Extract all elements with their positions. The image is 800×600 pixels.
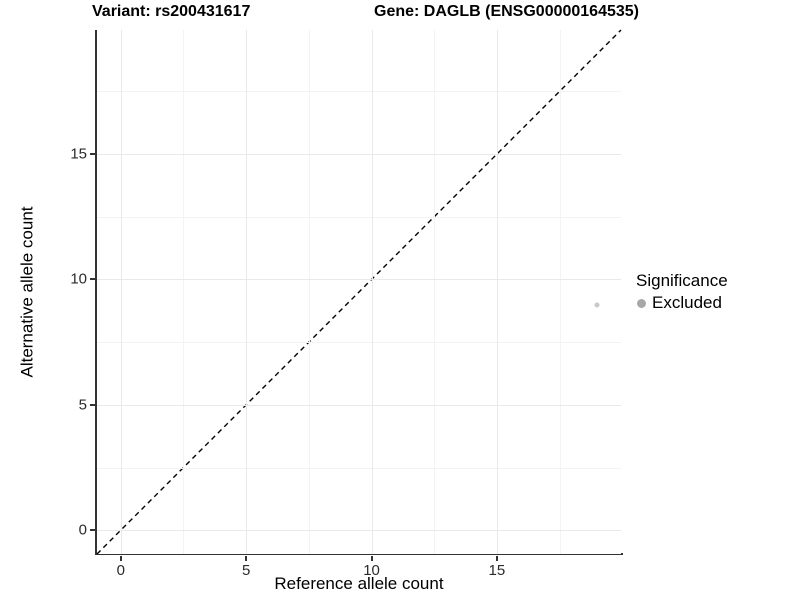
identity-line — [96, 29, 622, 555]
y-major-gridline — [97, 530, 621, 532]
x-minor-gridline — [434, 30, 436, 554]
y-axis-tick — [90, 278, 95, 281]
y-minor-gridline — [97, 467, 621, 469]
x-axis-tick — [119, 556, 122, 561]
x-minor-gridline — [183, 30, 185, 554]
excluded-point-icon — [637, 298, 646, 308]
y-major-gridline — [97, 404, 621, 406]
x-minor-gridline — [559, 30, 561, 554]
y-axis-tick — [90, 529, 95, 532]
legend: Significance Excluded — [636, 271, 728, 313]
x-tick-label: 0 — [116, 562, 125, 579]
y-tick-label: 10 — [70, 270, 87, 288]
gene-title: Gene: DAGLB (ENSG00000164535) — [374, 3, 639, 20]
y-minor-gridline — [97, 91, 621, 93]
y-minor-gridline — [97, 216, 621, 218]
x-tick-label: 15 — [488, 562, 506, 579]
x-tick-label: 5 — [242, 562, 251, 579]
x-major-gridline — [371, 30, 373, 554]
x-axis-title: Reference allele count — [274, 574, 444, 593]
legend-entry-excluded: Excluded — [636, 293, 728, 313]
y-axis-title-wrap: Alternative allele count — [6, 30, 50, 554]
x-axis-tick — [370, 556, 373, 561]
y-tick-label: 5 — [78, 396, 87, 414]
data-point — [594, 302, 600, 308]
y-minor-gridline — [97, 342, 621, 344]
y-axis-tick — [90, 403, 95, 406]
x-axis-tick — [245, 556, 248, 561]
y-axis-tick — [90, 153, 95, 156]
y-major-gridline — [97, 154, 621, 156]
y-tick-label: 15 — [70, 145, 87, 163]
y-axis-line — [95, 30, 97, 555]
legend-title: Significance — [636, 271, 728, 290]
x-major-gridline — [246, 30, 248, 554]
plot-panel: 0 5 10 15 0 5 10 15 — [70, 29, 622, 579]
x-tick-label: 10 — [363, 562, 380, 579]
y-major-gridline — [97, 279, 621, 281]
x-axis-tick — [495, 556, 498, 561]
x-axis-line — [95, 553, 623, 555]
legend-entry-label: Excluded — [652, 293, 722, 312]
y-axis-title: Alternative allele count — [18, 206, 38, 378]
y-tick-label: 0 — [78, 521, 87, 539]
x-major-gridline — [496, 30, 498, 554]
variant-title: Variant: rs200431617 — [92, 3, 251, 20]
x-major-gridline — [120, 30, 122, 554]
x-minor-gridline — [308, 30, 310, 554]
